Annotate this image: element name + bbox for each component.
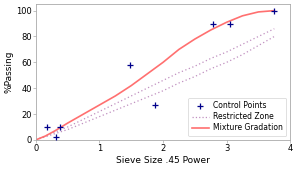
Point [54,136,59,139]
Legend: Control Points, Restricted Zone, Mixture Gradation: Control Points, Restricted Zone, Mixture… [188,98,286,136]
Point [128,64,132,66]
X-axis label: Sieve Size .45 Power: Sieve Size .45 Power [116,156,210,165]
Point [153,104,158,106]
Point [210,22,215,25]
Point [272,9,277,12]
Point [45,126,50,128]
Y-axis label: %Passing: %Passing [4,51,13,93]
Point [228,22,232,25]
Point [58,126,62,128]
